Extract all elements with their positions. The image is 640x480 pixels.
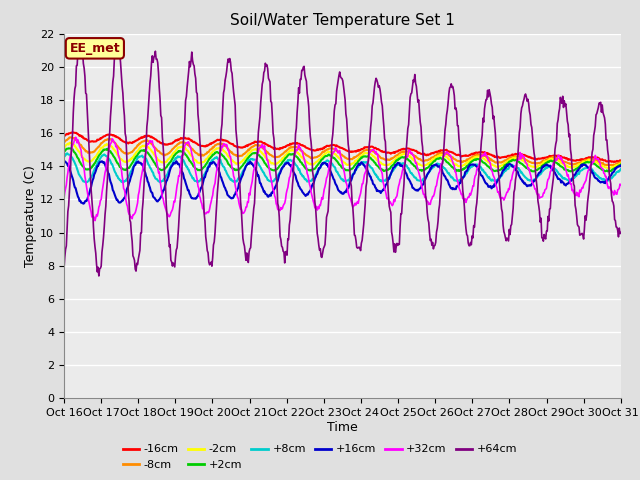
Title: Soil/Water Temperature Set 1: Soil/Water Temperature Set 1 <box>230 13 455 28</box>
Y-axis label: Temperature (C): Temperature (C) <box>24 165 37 267</box>
Legend: -16cm, -8cm, -2cm, +2cm, +8cm, +16cm, +32cm, +64cm: -16cm, -8cm, -2cm, +2cm, +8cm, +16cm, +3… <box>118 440 522 474</box>
Text: EE_met: EE_met <box>70 42 120 55</box>
X-axis label: Time: Time <box>327 421 358 434</box>
